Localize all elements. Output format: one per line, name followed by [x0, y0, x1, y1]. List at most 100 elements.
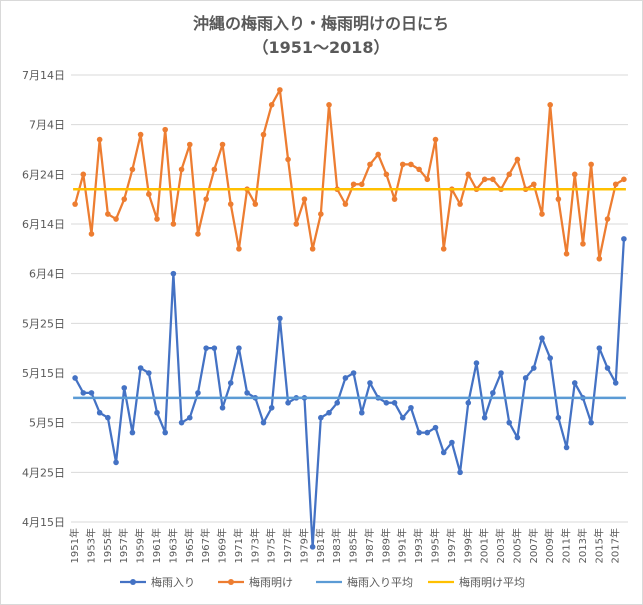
data-point [195, 390, 201, 396]
data-point [440, 449, 447, 456]
data-point [162, 126, 168, 133]
data-point [203, 345, 209, 351]
data-point [350, 370, 357, 376]
x-tick-label: 2009年 [543, 528, 556, 563]
data-point [596, 345, 603, 351]
data-point [465, 400, 472, 406]
y-tick-label: 6月24日 [22, 168, 65, 181]
data-point [432, 424, 439, 431]
data-point [96, 136, 103, 143]
legend: 梅雨入り 梅雨明け 梅雨入り平均 梅雨明け平均 [120, 575, 525, 589]
data-point [408, 404, 414, 411]
data-point [457, 201, 463, 207]
x-tick-label: 1973年 [248, 528, 261, 563]
data-point [236, 345, 242, 351]
data-point [383, 171, 390, 178]
legend-marker [130, 579, 136, 585]
data-point [416, 166, 422, 173]
data-point [88, 390, 95, 396]
y-tick-label: 5月5日 [29, 417, 65, 430]
data-point [399, 161, 406, 168]
data-point [367, 380, 373, 386]
data-point [170, 270, 177, 277]
data-point [604, 216, 611, 222]
y-tick-label: 5月15日 [22, 367, 65, 380]
x-tick-label: 1955年 [101, 528, 114, 563]
data-point [170, 221, 177, 227]
data-point [571, 380, 578, 386]
data-point [547, 355, 553, 361]
data-point [113, 216, 119, 222]
x-tick-label: 1961年 [150, 528, 163, 563]
x-tick-label: 1981年 [314, 528, 327, 563]
data-point [539, 335, 545, 342]
data-point [440, 246, 447, 252]
data-point [367, 161, 373, 168]
x-tick-label: 1969年 [216, 528, 229, 563]
x-tick-label: 2011年 [560, 528, 573, 563]
data-point [604, 365, 611, 371]
data-point [465, 171, 472, 178]
x-tick-label: 1953年 [84, 528, 97, 563]
series-line [74, 238, 626, 548]
data-point [309, 544, 316, 550]
data-point [563, 444, 570, 451]
data-point [277, 315, 283, 322]
y-tick-label: 6月4日 [29, 268, 65, 281]
data-point [424, 176, 431, 183]
data-point [129, 429, 136, 436]
data-point [522, 375, 529, 381]
data-point [211, 345, 218, 351]
data-point [326, 102, 332, 108]
data-point [555, 196, 562, 202]
data-point [514, 434, 521, 441]
data-point [506, 419, 513, 426]
data-point [178, 419, 185, 426]
data-point [498, 370, 504, 376]
data-point [227, 380, 234, 386]
x-tick-label: 1995年 [429, 528, 442, 563]
x-tick-label: 1979年 [297, 528, 310, 563]
x-tick-label: 1989年 [379, 528, 392, 563]
data-point [621, 176, 627, 183]
y-tick-label: 7月4日 [29, 119, 65, 132]
x-tick-label: 1959年 [134, 528, 147, 563]
data-point [375, 151, 381, 158]
x-tick-label: 2001年 [478, 528, 491, 563]
data-point [391, 196, 398, 202]
data-point [424, 429, 431, 436]
legend-item: 梅雨明け [218, 575, 293, 589]
y-tick-label: 4月25日 [22, 466, 65, 479]
data-point [416, 429, 422, 436]
x-tick-label: 1957年 [117, 528, 130, 563]
x-tick-label: 2013年 [576, 528, 589, 563]
y-tick-label: 5月25日 [22, 317, 65, 330]
data-point [219, 141, 226, 148]
data-point [236, 246, 242, 252]
legend-item: 梅雨入り平均 [316, 575, 413, 589]
data-point [531, 181, 537, 188]
x-tick-label: 1987年 [363, 528, 376, 563]
data-point [260, 419, 267, 426]
x-tick-label: 1993年 [412, 528, 425, 563]
legend-item: 梅雨入り [120, 575, 195, 589]
data-point [137, 365, 144, 371]
x-tick-label: 1983年 [330, 528, 343, 563]
x-tick-label: 2003年 [494, 528, 507, 563]
chart-title: 沖縄の梅雨入り・梅雨明けの日にち [193, 14, 449, 33]
series-layer [72, 87, 627, 550]
data-point [277, 87, 283, 93]
x-axis-tick-labels: 1951年 1953年 1955年 1957年 1959年 1961年 1963年 1965年… [68, 528, 622, 563]
data-point [121, 385, 128, 391]
data-point [391, 400, 398, 406]
data-point [72, 375, 78, 381]
chart-subtitle: （1951～2018） [252, 38, 389, 57]
data-point [580, 241, 586, 247]
data-point [588, 419, 594, 426]
data-point [432, 136, 439, 143]
x-tick-label: 1997年 [445, 528, 458, 563]
data-point [481, 176, 488, 183]
data-point [318, 211, 324, 217]
data-point [358, 181, 365, 188]
